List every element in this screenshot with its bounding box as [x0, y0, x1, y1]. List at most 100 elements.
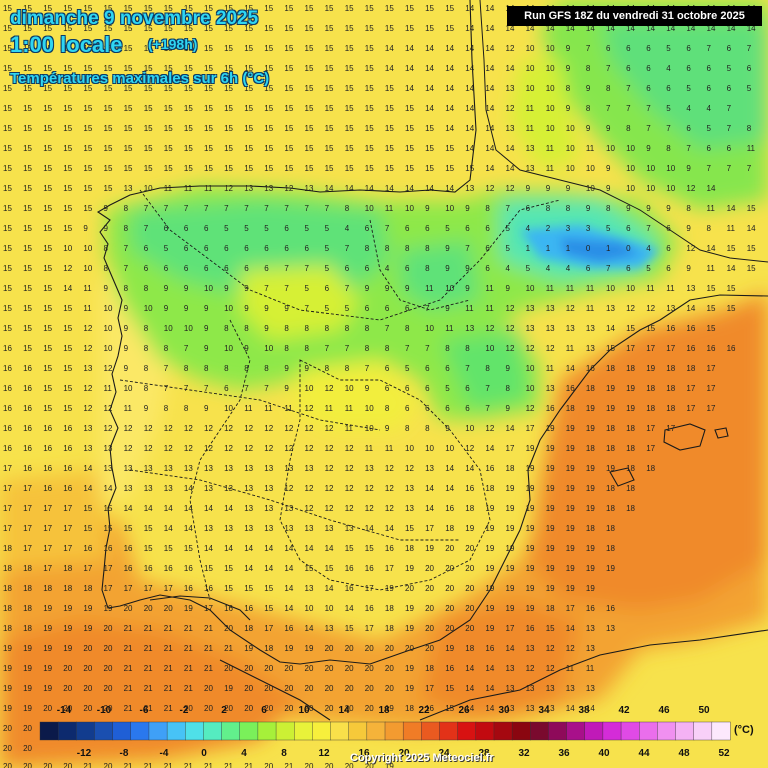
temperature-value: 17: [104, 564, 113, 573]
temperature-value: 8: [124, 224, 129, 233]
temperature-value: 14: [465, 144, 474, 153]
temperature-value: 19: [566, 524, 575, 533]
temperature-value: 11: [244, 404, 253, 413]
temperature-value: 15: [3, 284, 12, 293]
temperature-value: 15: [204, 24, 213, 33]
temperature-value: 13: [666, 304, 675, 313]
temperature-value: 6: [365, 264, 370, 273]
temperature-value: 17: [43, 504, 52, 513]
temperature-value: 8: [385, 244, 390, 253]
temperature-value: 12: [325, 384, 334, 393]
temperature-value: 15: [224, 164, 233, 173]
temperature-value: 15: [727, 244, 736, 253]
temperature-value: 16: [425, 704, 434, 713]
temperature-value: 18: [646, 464, 655, 473]
temperature-value: 10: [305, 604, 314, 613]
temperature-value: 19: [3, 684, 12, 693]
temperature-value: 18: [63, 564, 72, 573]
temperature-value: 6: [184, 224, 189, 233]
legend-swatch: [348, 721, 368, 741]
temperature-value: 10: [526, 84, 535, 93]
temperature-value: 5: [264, 224, 269, 233]
temperature-value: 6: [747, 64, 752, 73]
legend-bottom-label: 36: [558, 748, 570, 759]
temperature-value: 13: [546, 324, 555, 333]
temperature-value: 14: [425, 504, 434, 513]
temperature-value: 20: [144, 604, 153, 613]
temperature-value: 19: [43, 624, 52, 633]
temperature-value: 12: [325, 444, 334, 453]
temperature-value: 14: [485, 664, 494, 673]
temperature-value: 15: [345, 544, 354, 553]
temperature-value: 19: [606, 384, 615, 393]
temperature-value: 15: [83, 504, 92, 513]
temperature-value: 11: [385, 444, 394, 453]
temperature-value: 12: [485, 424, 494, 433]
temperature-value: 15: [144, 124, 153, 133]
temperature-value: 7: [425, 344, 430, 353]
temperature-value: 15: [385, 84, 394, 93]
temperature-value: 9: [284, 304, 289, 313]
temperature-value: 15: [124, 124, 133, 133]
temperature-value: 21: [124, 624, 133, 633]
temperature-value: 8: [465, 344, 470, 353]
temperature-value: 15: [204, 144, 213, 153]
temperature-value: 21: [124, 664, 133, 673]
temperature-value: 5: [506, 244, 511, 253]
temperature-value: 13: [264, 184, 273, 193]
temperature-value: 10: [83, 244, 92, 253]
temperature-value: 19: [586, 424, 595, 433]
temperature-value: 13: [305, 184, 314, 193]
temperature-value: 13: [284, 464, 293, 473]
temperature-value: 16: [485, 644, 494, 653]
temperature-value: 15: [284, 4, 293, 13]
temperature-value: 21: [164, 684, 173, 693]
temperature-value: 15: [104, 164, 113, 173]
temperature-value: 15: [124, 104, 133, 113]
temperature-value: 9: [184, 304, 189, 313]
temperature-value: 18: [606, 364, 615, 373]
temperature-value: 8: [144, 284, 149, 293]
temperature-value: 14: [566, 704, 575, 713]
temperature-value: 12: [405, 464, 414, 473]
temperature-value: 20: [264, 704, 273, 713]
temperature-value: 8: [184, 364, 189, 373]
temperature-value: 12: [345, 464, 354, 473]
temperature-value: 7: [506, 204, 511, 213]
temperature-value: 16: [43, 424, 52, 433]
temperature-value: 6: [204, 264, 209, 273]
temperature-value: 4: [385, 264, 390, 273]
temperature-value: 10: [586, 184, 595, 193]
temperature-value: 9: [204, 404, 209, 413]
temperature-value: 15: [325, 564, 334, 573]
temperature-value: 7: [284, 284, 289, 293]
temperature-value: 20: [264, 762, 273, 768]
temperature-value: 8: [707, 224, 712, 233]
temperature-value: 14: [405, 84, 414, 93]
temperature-value: 10: [546, 84, 555, 93]
temperature-value: 20: [305, 684, 314, 693]
temperature-value: 7: [666, 124, 671, 133]
temperature-value: 8: [264, 364, 269, 373]
temperature-value: 15: [365, 544, 374, 553]
temperature-value: 21: [204, 762, 213, 768]
temperature-value: 15: [3, 204, 12, 213]
temperature-value: 11: [526, 124, 535, 133]
temperature-value: 1: [566, 244, 571, 253]
temperature-value: 4: [666, 64, 671, 73]
temperature-value: 14: [526, 24, 535, 33]
temperature-value: 8: [144, 364, 149, 373]
temperature-value: 15: [104, 4, 113, 13]
temperature-value: 14: [305, 544, 314, 553]
temperature-value: 13: [586, 644, 595, 653]
temperature-value: 15: [83, 144, 92, 153]
legend-swatch: [39, 721, 59, 741]
temperature-value: 8: [626, 124, 631, 133]
temperature-value: 14: [224, 544, 233, 553]
temperature-value: 8: [164, 404, 169, 413]
temperature-value: 15: [224, 64, 233, 73]
temperature-value: 7: [305, 264, 310, 273]
temperature-value: 15: [63, 364, 72, 373]
temperature-value: 17: [3, 504, 12, 513]
temperature-value: 20: [305, 664, 314, 673]
